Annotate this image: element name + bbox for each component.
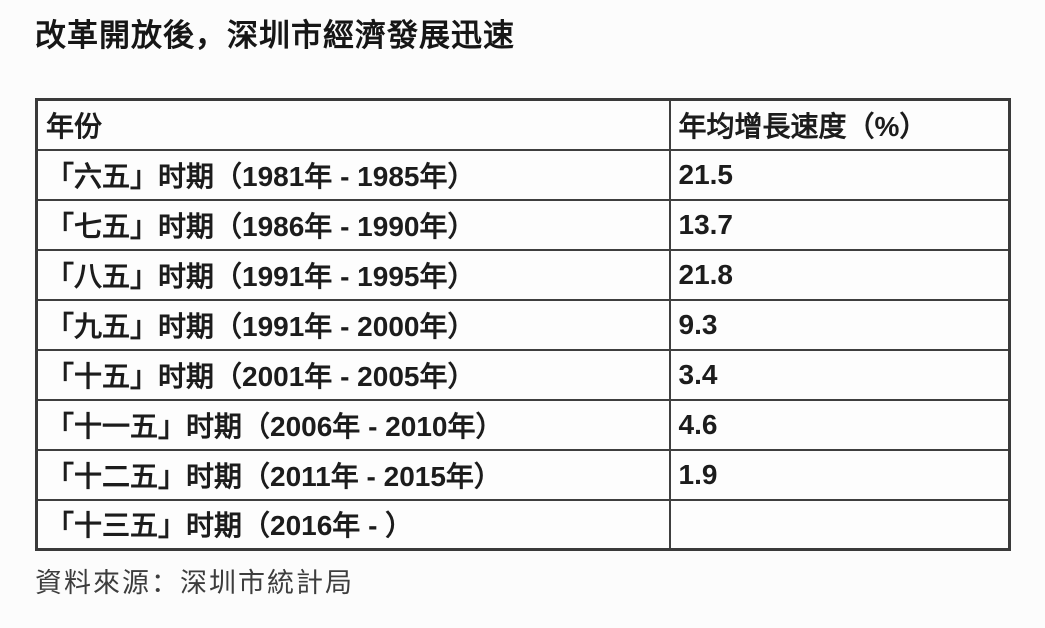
page-title: 改革開放後，深圳市經濟發展迅速 [35, 18, 515, 53]
period-cell: 「十五」时期（2001年 - 2005年） [35, 348, 671, 401]
period-cell: 「十二五」时期（2011年 - 2015年） [35, 448, 671, 501]
rate-cell: 21.8 [668, 248, 1011, 301]
column-header-rate: 年均增長速度（%） [668, 98, 1011, 151]
table-header-row: 年份 年均增長速度（%） [35, 98, 1011, 151]
period-cell: 「七五」时期（1986年 - 1990年） [35, 198, 671, 251]
rate-cell [668, 498, 1011, 551]
table-row: 「十三五」时期（2016年 - ） [35, 498, 1011, 551]
table-row: 「八五」时期（1991年 - 1995年） 21.8 [35, 248, 1011, 301]
page: 改革開放後，深圳市經濟發展迅速 年份 年均增長速度（%） 「六五」时期（1981… [35, 18, 1011, 598]
period-cell: 「八五」时期（1991年 - 1995年） [35, 248, 671, 301]
rate-cell: 21.5 [668, 148, 1011, 201]
period-cell: 「九五」时期（1991年 - 2000年） [35, 298, 671, 351]
growth-rate-table: 年份 年均增長速度（%） 「六五」时期（1981年 - 1985年） 21.5 … [35, 98, 1011, 551]
rate-cell: 4.6 [668, 398, 1011, 451]
table-row: 「十一五」时期（2006年 - 2010年） 4.6 [35, 398, 1011, 451]
rate-cell: 9.3 [668, 298, 1011, 351]
rate-cell: 3.4 [668, 348, 1011, 401]
column-header-period: 年份 [35, 98, 671, 151]
table-row: 「十五」时期（2001年 - 2005年） 3.4 [35, 348, 1011, 401]
table-row: 「六五」时期（1981年 - 1985年） 21.5 [35, 148, 1011, 201]
rate-cell: 13.7 [668, 198, 1011, 251]
source-note: 資料來源：深圳市統計局 [35, 568, 354, 598]
table-row: 「九五」时期（1991年 - 2000年） 9.3 [35, 298, 1011, 351]
rate-cell: 1.9 [668, 448, 1011, 501]
period-cell: 「十三五」时期（2016年 - ） [35, 498, 671, 551]
period-cell: 「十一五」时期（2006年 - 2010年） [35, 398, 671, 451]
period-cell: 「六五」时期（1981年 - 1985年） [35, 148, 671, 201]
table-row: 「十二五」时期（2011年 - 2015年） 1.9 [35, 448, 1011, 501]
table-row: 「七五」时期（1986年 - 1990年） 13.7 [35, 198, 1011, 251]
